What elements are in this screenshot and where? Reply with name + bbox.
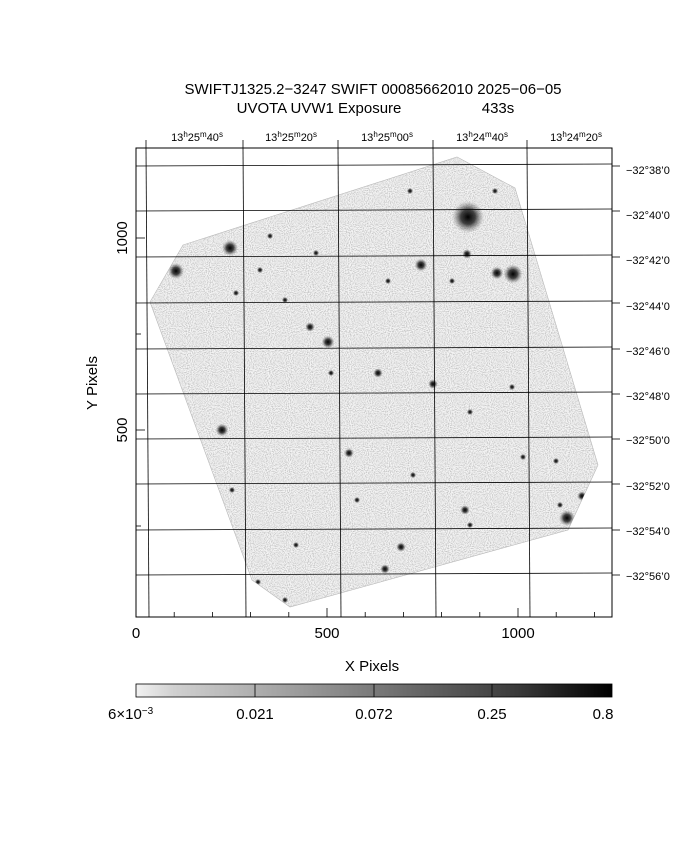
point-source [327,369,335,377]
dec-labels: −32°38’0 −32°40’0 −32°42’0 −32°44’0 −32°… [626,165,670,583]
point-source [466,408,474,416]
colorbar-min-label: 6×10−3 [108,706,154,724]
point-source [373,368,383,378]
plot-frame [135,147,613,618]
point-source [460,505,470,515]
point-source [466,521,474,529]
ra-grid-line [242,147,247,618]
point-source [490,266,504,280]
dec-grid-line [135,163,613,167]
ra-label: 13h25m00s [361,130,413,145]
dec-grid-line [135,300,613,304]
dec-label: −32°40’0 [626,210,670,222]
x-tick-label: 0 [132,625,140,642]
point-source [256,266,264,274]
colorbar-label: 0.021 [236,706,274,723]
y-tick-label: 500 [114,417,131,442]
ra-grid-line [432,147,437,618]
exposure-label: 433s [482,100,515,117]
dec-label: −32°54’0 [626,526,670,538]
ra-labels: 13h25m40s 13h25m20s 13h25m00s 13h24m40s … [171,130,602,145]
x-tick-label: 500 [314,625,339,642]
point-source [428,379,438,389]
point-source [281,596,289,604]
point-source [281,296,289,304]
point-source [556,501,564,509]
dec-label: −32°42’0 [626,255,670,267]
point-source [491,187,499,195]
colorbar: 6×10−3 0.021 0.072 0.25 0.8 [108,683,614,724]
y-axis-label: Y Pixels [84,356,101,410]
dec-grid-line [135,391,613,395]
point-source [168,263,184,279]
colorbar-label: 0.8 [593,706,614,723]
dec-grid-line [135,208,613,212]
point-source [396,542,406,552]
axis-ticks [135,140,620,617]
point-source [384,277,392,285]
ra-label: 13h24m40s [456,130,508,145]
colorbar-label: 0.25 [477,706,506,723]
x-tick-labels: 0 500 1000 [132,625,535,642]
ra-label: 13h24m20s [550,130,602,145]
point-source [232,289,240,297]
dec-grid-line [135,481,613,485]
point-source [222,240,238,256]
dec-label: −32°46’0 [626,346,670,358]
dec-label: −32°56’0 [626,571,670,583]
point-sources [168,187,587,604]
dec-grid-line [135,527,613,531]
dec-label: −32°48’0 [626,391,670,403]
point-source [254,578,262,586]
ra-label: 13h25m20s [265,130,317,145]
point-source [462,249,472,259]
point-source [305,322,315,332]
point-source [292,541,300,549]
point-source [559,510,575,526]
y-tick-label: 1000 [114,221,131,254]
dec-grid-line [135,436,613,440]
point-source [448,277,456,285]
dec-grid-line [135,346,613,350]
point-source [312,249,320,257]
wcs-grid [135,147,613,618]
point-source [266,232,274,240]
point-source [344,448,354,458]
point-source [519,453,527,461]
dec-label: −32°50’0 [626,435,670,447]
dec-label: −32°44’0 [626,301,670,313]
point-source [503,264,523,284]
instrument-label: UVOTA UVW1 Exposure [237,100,402,117]
point-source [380,564,390,574]
exposure-footprint [149,156,599,608]
dec-grid-line [135,572,613,576]
x-tick-label: 1000 [501,625,534,642]
dec-label: −32°38’0 [626,165,670,177]
point-source [409,471,417,479]
ra-grid-line [145,147,150,618]
x-axis-label: X Pixels [345,658,399,675]
point-source [406,187,414,195]
colorbar-label: 0.072 [355,706,393,723]
point-source [321,335,335,349]
point-source [452,201,484,233]
point-source [228,486,236,494]
point-source [353,496,361,504]
dec-grid-line [135,254,613,258]
point-source [552,457,560,465]
ra-label: 13h25m40s [171,130,223,145]
point-source [414,258,428,272]
ra-grid-line [526,147,531,618]
point-source [215,423,229,437]
dec-label: −32°52’0 [626,481,670,493]
plot-title: SWIFTJ1325.2−3247 SWIFT 00085662010 2025… [184,81,561,98]
point-source [508,383,516,391]
ra-grid-line [337,147,342,618]
